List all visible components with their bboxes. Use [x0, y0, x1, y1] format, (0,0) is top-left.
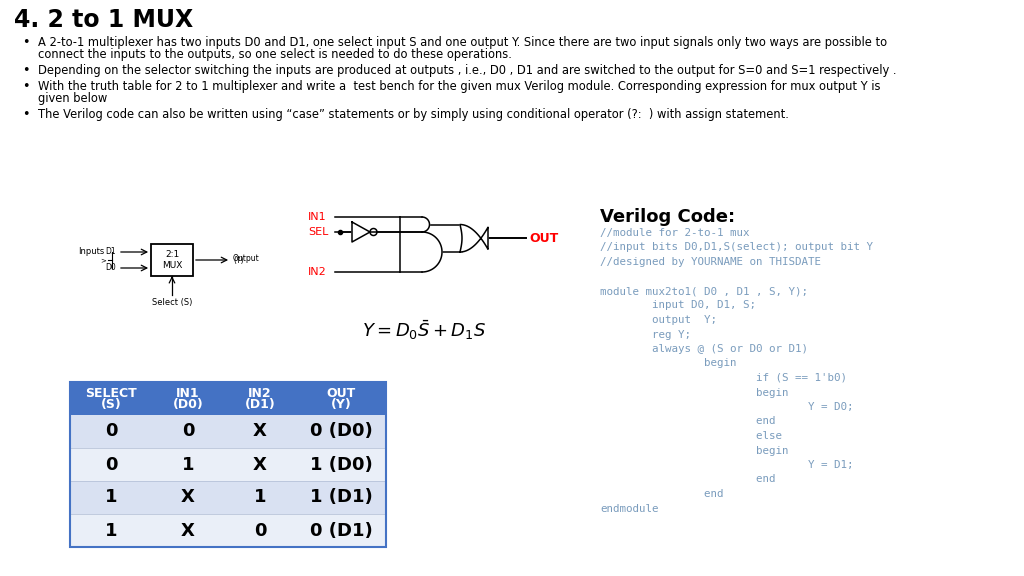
Bar — [296, 415, 386, 448]
Text: Verilog Code:: Verilog Code: — [600, 208, 735, 226]
Text: //module for 2-to-1 mux: //module for 2-to-1 mux — [600, 228, 750, 238]
Bar — [70, 382, 152, 415]
Text: else: else — [600, 431, 782, 441]
Text: 0: 0 — [104, 423, 118, 441]
Bar — [70, 481, 152, 514]
Text: Depending on the selector switching the inputs are produced at outputs , i.e., D: Depending on the selector switching the … — [38, 64, 896, 77]
Text: Y = D1;: Y = D1; — [600, 460, 853, 470]
Text: Output: Output — [233, 254, 260, 263]
Bar — [224, 382, 296, 415]
Text: begin: begin — [600, 445, 788, 456]
Text: •: • — [22, 80, 30, 93]
Text: A 2-to-1 multiplexer has two inputs D0 and D1, one select input S and one output: A 2-to-1 multiplexer has two inputs D0 a… — [38, 36, 887, 49]
Polygon shape — [422, 217, 429, 232]
Text: 0 (D0): 0 (D0) — [309, 423, 373, 441]
Text: Y = D0;: Y = D0; — [600, 402, 853, 412]
Text: 1: 1 — [254, 488, 266, 506]
Bar — [152, 514, 224, 547]
Text: X: X — [181, 521, 195, 540]
Text: The Verilog code can also be written using “case” statements or by simply using : The Verilog code can also be written usi… — [38, 108, 788, 121]
Polygon shape — [400, 217, 422, 232]
Bar — [296, 481, 386, 514]
Text: 0 (D1): 0 (D1) — [309, 521, 373, 540]
Text: 4. 2 to 1 MUX: 4. 2 to 1 MUX — [14, 8, 194, 32]
Text: •: • — [22, 108, 30, 121]
Text: end: end — [600, 475, 775, 484]
Text: begin: begin — [600, 358, 736, 369]
Polygon shape — [400, 232, 422, 272]
Text: $Y = D_0\bar{S} + D_1 S$: $Y = D_0\bar{S} + D_1 S$ — [362, 318, 486, 342]
Text: given below: given below — [38, 92, 108, 105]
Polygon shape — [422, 232, 442, 272]
Bar — [151, 244, 193, 276]
Text: 0: 0 — [254, 521, 266, 540]
Text: //designed by YOURNAME on THISDATE: //designed by YOURNAME on THISDATE — [600, 257, 821, 267]
Text: Inputs: Inputs — [78, 248, 104, 256]
Text: (S): (S) — [100, 398, 122, 411]
Text: (D1): (D1) — [245, 398, 275, 411]
Text: input D0, D1, S;: input D0, D1, S; — [600, 301, 756, 310]
Text: endmodule: endmodule — [600, 503, 658, 513]
Text: IN1: IN1 — [308, 212, 327, 222]
Text: (Y): (Y) — [331, 398, 351, 411]
Bar — [70, 382, 386, 547]
Text: (Y): (Y) — [233, 256, 244, 265]
Text: 1: 1 — [181, 456, 195, 473]
Text: end: end — [600, 416, 775, 426]
Text: SEL: SEL — [308, 227, 329, 237]
Text: D1: D1 — [105, 248, 116, 256]
Bar — [70, 415, 152, 448]
Bar — [296, 514, 386, 547]
Polygon shape — [352, 222, 370, 242]
Text: 1: 1 — [104, 521, 118, 540]
Text: connect the inputs to the outputs, so one select is needed to do these operation: connect the inputs to the outputs, so on… — [38, 48, 512, 61]
Text: IN2: IN2 — [248, 387, 271, 400]
Text: With the truth table for 2 to 1 multiplexer and write a  test bench for the give: With the truth table for 2 to 1 multiple… — [38, 80, 881, 93]
Text: IN2: IN2 — [308, 267, 327, 277]
Bar — [70, 514, 152, 547]
Text: X: X — [253, 423, 267, 441]
Bar — [70, 448, 152, 481]
Text: >: > — [100, 257, 106, 263]
Text: module mux2to1( D0 , D1 , S, Y);: module mux2to1( D0 , D1 , S, Y); — [600, 286, 808, 296]
Bar — [296, 382, 386, 415]
Text: OUT: OUT — [327, 387, 355, 400]
Text: Select (S): Select (S) — [152, 298, 193, 307]
Text: •: • — [22, 36, 30, 49]
Text: 1 (D1): 1 (D1) — [309, 488, 373, 506]
Text: X: X — [181, 488, 195, 506]
Bar — [296, 448, 386, 481]
Text: OUT: OUT — [529, 232, 558, 245]
Text: always @ (S or D0 or D1): always @ (S or D0 or D1) — [600, 344, 808, 354]
Text: //input bits D0,D1,S(select); output bit Y: //input bits D0,D1,S(select); output bit… — [600, 242, 873, 252]
Bar — [224, 481, 296, 514]
Bar — [152, 481, 224, 514]
Bar — [224, 448, 296, 481]
Bar — [152, 448, 224, 481]
Text: 1 (D0): 1 (D0) — [309, 456, 373, 473]
Text: 0: 0 — [181, 423, 195, 441]
Text: 2:1
MUX: 2:1 MUX — [162, 250, 182, 270]
Text: IN1: IN1 — [176, 387, 200, 400]
Text: reg Y;: reg Y; — [600, 329, 691, 339]
Text: end: end — [600, 489, 724, 499]
Text: begin: begin — [600, 388, 788, 397]
Text: •: • — [22, 64, 30, 77]
Text: SELECT: SELECT — [85, 387, 137, 400]
Text: if (S == 1'b0): if (S == 1'b0) — [600, 373, 847, 383]
Bar — [224, 514, 296, 547]
Bar — [152, 415, 224, 448]
Text: (D0): (D0) — [173, 398, 204, 411]
Polygon shape — [460, 225, 488, 252]
Text: output  Y;: output Y; — [600, 315, 717, 325]
Text: 0: 0 — [104, 456, 118, 473]
Text: D0: D0 — [105, 263, 116, 272]
Bar — [152, 382, 224, 415]
Text: X: X — [253, 456, 267, 473]
Text: 1: 1 — [104, 488, 118, 506]
Bar — [224, 415, 296, 448]
